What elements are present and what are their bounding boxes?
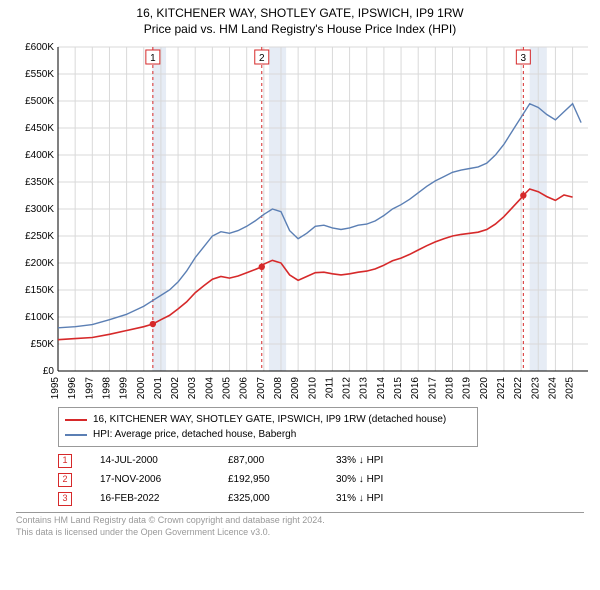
event-date: 17-NOV-2006: [100, 470, 200, 489]
svg-text:£300K: £300K: [25, 204, 54, 215]
svg-text:2005: 2005: [222, 377, 233, 400]
legend: 16, KITCHENER WAY, SHOTLEY GATE, IPSWICH…: [58, 407, 478, 447]
svg-text:£50K: £50K: [31, 339, 55, 350]
footer: Contains HM Land Registry data © Crown c…: [16, 512, 584, 538]
svg-text:£550K: £550K: [25, 69, 54, 80]
event-date: 16-FEB-2022: [100, 489, 200, 508]
event-price: £87,000: [228, 451, 308, 470]
svg-text:2003: 2003: [187, 377, 198, 400]
svg-text:£400K: £400K: [25, 150, 54, 161]
legend-swatch: [65, 434, 87, 436]
svg-text:1: 1: [150, 53, 156, 64]
svg-text:2019: 2019: [462, 377, 473, 400]
event-row: 2 17-NOV-2006 £192,950 30% ↓ HPI: [58, 470, 518, 489]
svg-text:2013: 2013: [359, 377, 370, 400]
event-pct: 31% ↓ HPI: [336, 489, 436, 508]
svg-text:2004: 2004: [204, 377, 215, 400]
legend-label: HPI: Average price, detached house, Babe…: [93, 427, 296, 442]
title-line-1: 16, KITCHENER WAY, SHOTLEY GATE, IPSWICH…: [8, 6, 592, 22]
svg-text:2024: 2024: [547, 377, 558, 400]
legend-item: 16, KITCHENER WAY, SHOTLEY GATE, IPSWICH…: [65, 412, 471, 427]
event-pct: 30% ↓ HPI: [336, 470, 436, 489]
svg-text:£450K: £450K: [25, 123, 54, 134]
event-row: 1 14-JUL-2000 £87,000 33% ↓ HPI: [58, 451, 518, 470]
svg-text:£250K: £250K: [25, 231, 54, 242]
svg-text:1997: 1997: [84, 377, 95, 400]
svg-text:£150K: £150K: [25, 285, 54, 296]
event-price: £325,000: [228, 489, 308, 508]
event-marker: 2: [58, 473, 72, 487]
chart-container: 16, KITCHENER WAY, SHOTLEY GATE, IPSWICH…: [0, 0, 600, 543]
svg-text:£100K: £100K: [25, 312, 54, 323]
svg-text:2009: 2009: [290, 377, 301, 400]
footer-line-1: Contains HM Land Registry data © Crown c…: [16, 515, 584, 527]
svg-text:2001: 2001: [153, 377, 164, 400]
svg-text:2010: 2010: [307, 377, 318, 400]
svg-text:£500K: £500K: [25, 96, 54, 107]
svg-text:1995: 1995: [50, 377, 61, 400]
svg-text:£0: £0: [43, 366, 55, 377]
svg-text:1996: 1996: [67, 377, 78, 400]
event-marker: 3: [58, 492, 72, 506]
legend-item: HPI: Average price, detached house, Babe…: [65, 427, 471, 442]
title-block: 16, KITCHENER WAY, SHOTLEY GATE, IPSWICH…: [8, 6, 592, 37]
svg-text:2016: 2016: [410, 377, 421, 400]
svg-text:2025: 2025: [565, 377, 576, 400]
legend-swatch: [65, 419, 87, 421]
svg-text:3: 3: [521, 53, 527, 64]
svg-text:2017: 2017: [427, 377, 438, 400]
svg-text:£200K: £200K: [25, 258, 54, 269]
event-marker: 1: [58, 454, 72, 468]
line-chart: £0 £50K £100K £150K £200K £250K £300K £350K £400…: [8, 41, 592, 401]
legend-label: 16, KITCHENER WAY, SHOTLEY GATE, IPSWICH…: [93, 412, 446, 427]
event-row: 3 16-FEB-2022 £325,000 31% ↓ HPI: [58, 489, 518, 508]
event-date: 14-JUL-2000: [100, 451, 200, 470]
svg-text:£350K: £350K: [25, 177, 54, 188]
event-price: £192,950: [228, 470, 308, 489]
svg-text:2: 2: [259, 53, 265, 64]
event-pct: 33% ↓ HPI: [336, 451, 436, 470]
svg-text:2002: 2002: [170, 377, 181, 400]
svg-text:2022: 2022: [513, 377, 524, 400]
svg-text:2007: 2007: [256, 377, 267, 400]
chart-area: £0 £50K £100K £150K £200K £250K £300K £350K £400…: [8, 41, 592, 401]
svg-text:2014: 2014: [376, 377, 387, 400]
svg-text:2011: 2011: [324, 377, 335, 399]
svg-text:2023: 2023: [530, 377, 541, 400]
svg-text:2015: 2015: [393, 377, 404, 400]
svg-text:2006: 2006: [239, 377, 250, 400]
footer-line-2: This data is licensed under the Open Gov…: [16, 527, 584, 539]
title-line-2: Price paid vs. HM Land Registry's House …: [8, 22, 592, 38]
svg-text:2008: 2008: [273, 377, 284, 400]
svg-text:1998: 1998: [101, 377, 112, 400]
svg-text:£600K: £600K: [25, 42, 54, 53]
svg-text:2021: 2021: [496, 377, 507, 400]
svg-text:2012: 2012: [342, 377, 353, 400]
svg-text:1999: 1999: [119, 377, 130, 400]
svg-text:2000: 2000: [136, 377, 147, 400]
svg-text:2018: 2018: [444, 377, 455, 400]
events-table: 1 14-JUL-2000 £87,000 33% ↓ HPI 2 17-NOV-2006…: [58, 451, 518, 508]
svg-text:2020: 2020: [479, 377, 490, 400]
